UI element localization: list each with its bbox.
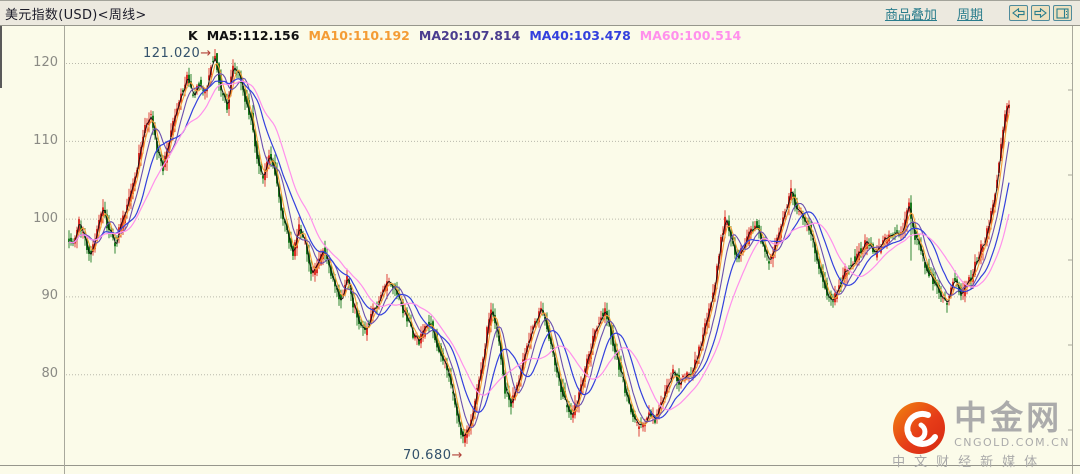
y-axis-tick-label: 100: [33, 210, 58, 226]
legend-item: MA20:107.814: [418, 28, 521, 43]
layout-button[interactable]: [1053, 5, 1072, 21]
scroll-right-button[interactable]: [1031, 5, 1050, 21]
scroll-left-button[interactable]: [1009, 5, 1028, 21]
left-edge-scroll-nub: [0, 26, 2, 88]
y-axis-tick-label: 80: [41, 366, 58, 382]
legend-item: MA10:110.192: [308, 28, 410, 43]
period-link[interactable]: 周期: [956, 7, 983, 23]
nav-button-group: [1009, 5, 1072, 21]
chart-title-bar: 美元指数(USD)<周线> 商品叠加 周期: [0, 0, 1080, 26]
right-arrow-icon: [1034, 8, 1047, 18]
right-arrow-glyph: →: [451, 448, 463, 463]
high-annotation: 121.020→: [143, 46, 212, 61]
ma-legend: K MA5:112.156 MA10:110.192 MA20:107.814 MA40…: [188, 28, 750, 43]
commodity-overlay-link[interactable]: 商品叠加: [884, 7, 937, 23]
right-arrow-glyph: →: [200, 46, 212, 61]
low-annotation-value: 70.680: [403, 448, 452, 463]
legend-item: K: [188, 28, 198, 43]
legend-item: MA60:100.514: [639, 28, 742, 43]
split-window-icon: [1056, 7, 1069, 19]
legend-item: MA40:103.478: [529, 28, 631, 43]
low-annotation: 70.680→: [403, 448, 463, 463]
left-arrow-icon: [1012, 8, 1025, 18]
instrument-title: 美元指数(USD)<周线>: [5, 7, 147, 23]
y-axis-tick-label: 120: [33, 55, 58, 71]
legend-item: MA5:112.156: [206, 28, 300, 43]
high-annotation-value: 121.020: [143, 46, 201, 61]
candlestick-chart-canvas[interactable]: [0, 26, 1080, 474]
y-axis-tick-label: 110: [33, 132, 58, 148]
y-axis-tick-label: 90: [41, 288, 58, 304]
